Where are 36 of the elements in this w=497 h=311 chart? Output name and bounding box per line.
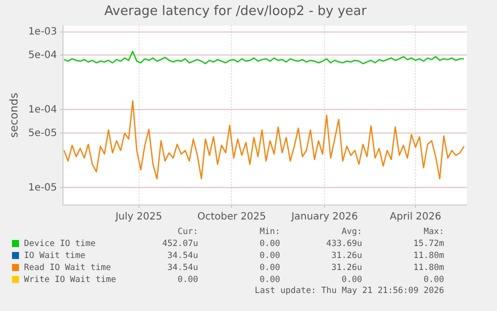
text: 15.72m: [412, 238, 444, 250]
x-tick-label: October 2025: [197, 212, 266, 223]
text: 11.80m: [412, 250, 444, 262]
text: 34.54u: [166, 250, 198, 262]
text: Cur:: [176, 226, 198, 238]
x-tick-label: April 2026: [390, 212, 442, 223]
y-axis-title: seconds: [7, 92, 20, 138]
legend-label: Read IO Wait time: [23, 262, 112, 274]
text: 452.07u: [161, 238, 198, 250]
text: Avg:: [340, 226, 362, 238]
text: 31.26u: [330, 262, 362, 274]
text: Min:: [258, 226, 280, 238]
chart-title: Average latency for /dev/loop2 - by year: [104, 4, 368, 20]
y-tick-label: 5e-04: [28, 50, 58, 61]
text: 433.69u: [325, 238, 362, 250]
y-tick-label: 1e-03: [28, 26, 58, 38]
text: 31.26u: [330, 250, 362, 262]
text: 0.00: [258, 238, 280, 250]
text: 0.00: [340, 274, 362, 286]
legend-label: Write IO Wait time: [23, 274, 116, 286]
text: 34.54u: [166, 262, 198, 274]
x-tick-label: January 2026: [290, 212, 358, 223]
x-tick-label: July 2025: [114, 212, 162, 223]
text: Last update: Thu May 21 21:56:09 2026: [254, 286, 444, 296]
text: 0.00: [258, 250, 280, 262]
text: Max:: [422, 226, 444, 238]
y-tick-label: 1e-04: [28, 104, 58, 116]
text: 0.00: [258, 262, 280, 274]
y-tick-label: 1e-05: [28, 182, 58, 194]
y-tick-label: 5e-05: [28, 128, 58, 139]
text: 11.80m: [412, 262, 444, 274]
legend-label: IO Wait time: [23, 250, 86, 262]
legend-label: Device IO time: [23, 238, 97, 250]
text: 0.00: [422, 274, 444, 286]
text: 0.00: [258, 274, 280, 286]
text: 0.00: [176, 274, 198, 286]
